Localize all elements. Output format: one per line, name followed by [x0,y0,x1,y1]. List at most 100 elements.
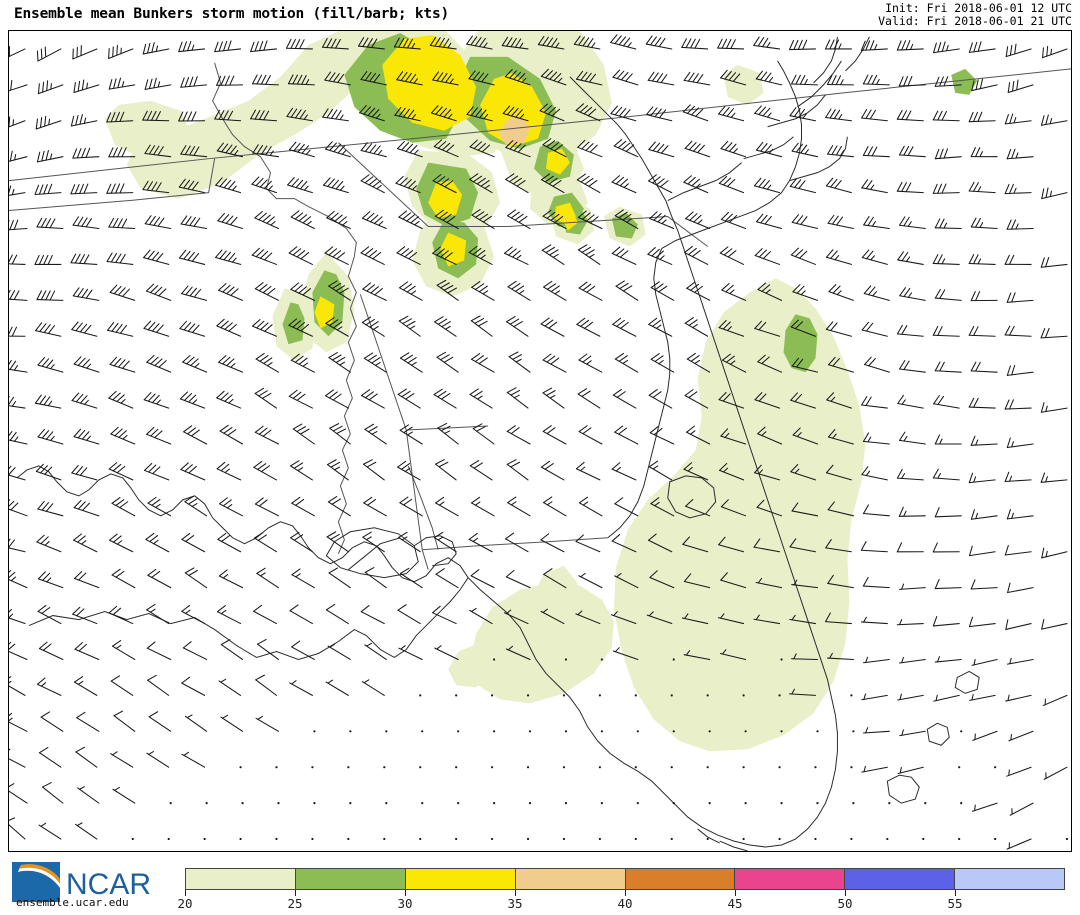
wind-barb [612,388,637,409]
wind-barb [277,802,280,805]
wind-barb [291,496,315,517]
wind-barb [361,316,385,337]
wind-barb [328,280,351,301]
wind-barb [394,106,421,122]
wind-barb [147,496,172,517]
wind-barb [9,430,28,445]
wind-barb [218,569,244,589]
wind-barb [862,74,890,86]
wind-barb [542,425,567,445]
wind-barb [756,499,783,517]
wind-barb [457,730,460,733]
wind-barb [215,249,242,265]
wind-barb [649,426,675,445]
wind-barb [1004,254,1032,265]
wind-barb [9,608,26,625]
wind-barb [1041,547,1068,559]
wind-barb [110,426,136,445]
wind-barb [432,246,457,265]
wind-barb [108,533,134,553]
wind-barb [397,388,421,409]
wind-barb [396,71,423,86]
colorbar-tick-label: 45 [727,896,743,911]
wind-barb [686,352,711,373]
colorbar-segment[interactable] [294,869,405,889]
wind-barb [539,103,565,122]
wind-barb [435,568,459,589]
wind-barb [861,249,888,265]
wind-barb [828,356,854,373]
wind-barb [862,576,890,589]
wind-barb [492,730,496,733]
map-frame[interactable] [8,30,1072,852]
wind-barb [816,730,819,733]
wind-barb [649,211,675,230]
wind-barb [852,730,855,733]
wind-barb [650,497,675,517]
wind-barb [216,318,242,337]
wind-barb [327,643,351,660]
colorbar-segment[interactable] [734,869,845,889]
wind-barb [321,38,349,50]
wind-barb [110,675,134,696]
colorbar-tick-label: 40 [617,896,633,911]
wind-barb [492,658,496,661]
colorbar-segment[interactable] [186,869,295,889]
wind-barb [898,75,926,87]
wind-barb [744,730,747,733]
wind-barb [861,108,888,122]
wind-barb [256,567,280,589]
wind-barb [718,319,745,337]
wind-barb [184,567,208,589]
map-canvas[interactable] [9,31,1071,851]
wind-barb [435,459,457,481]
wind-barb [433,531,457,553]
wind-barb [864,356,890,373]
wind-barb [359,104,385,122]
wind-barb [684,140,711,158]
wind-barb [598,694,601,697]
wind-barb [72,147,100,159]
wind-barb [311,837,314,841]
colorbar-segment[interactable] [624,869,735,889]
wind-barb [455,766,458,769]
wind-barb [825,321,852,337]
wind-barb [147,568,172,589]
wind-barb [825,108,852,122]
wind-barb [789,107,817,122]
wind-barb [113,710,136,732]
wind-barb [291,568,315,589]
wind-barb [106,321,134,337]
wind-barb [144,215,172,230]
colorbar-tick [405,890,406,896]
ncar-logo[interactable]: NCAR [8,858,178,910]
wind-barb [1004,471,1032,483]
wind-barb [683,650,711,660]
wind-barb [38,747,62,768]
wind-barb [37,604,62,625]
wind-barb [275,766,278,769]
wind-barb [398,531,421,553]
wind-barb [506,459,529,481]
wind-barb [469,607,493,625]
wind-barb [35,463,62,481]
colorbar-segment[interactable] [844,869,955,889]
wind-barb [790,247,817,265]
wind-barb [1006,766,1032,777]
wind-barb [469,388,493,409]
wind-barb [576,173,601,194]
wind-barb [717,38,745,50]
wind-barb [825,464,852,481]
wind-barb [327,496,351,517]
wind-barb [108,77,136,90]
wind-barb [972,730,998,741]
wind-barb [932,542,960,553]
colorbar-segment[interactable] [514,869,625,889]
wind-barb [385,802,388,805]
wind-barb [932,616,960,627]
colorbar-ticks: 20 25 30 35 40 45 50 55 [0,890,1080,915]
colorbar-segment[interactable] [954,869,1064,889]
ncar-url[interactable]: ensemble.ucar.edu [16,896,129,909]
colorbar[interactable] [185,868,1065,890]
colorbar-segment[interactable] [404,869,515,889]
